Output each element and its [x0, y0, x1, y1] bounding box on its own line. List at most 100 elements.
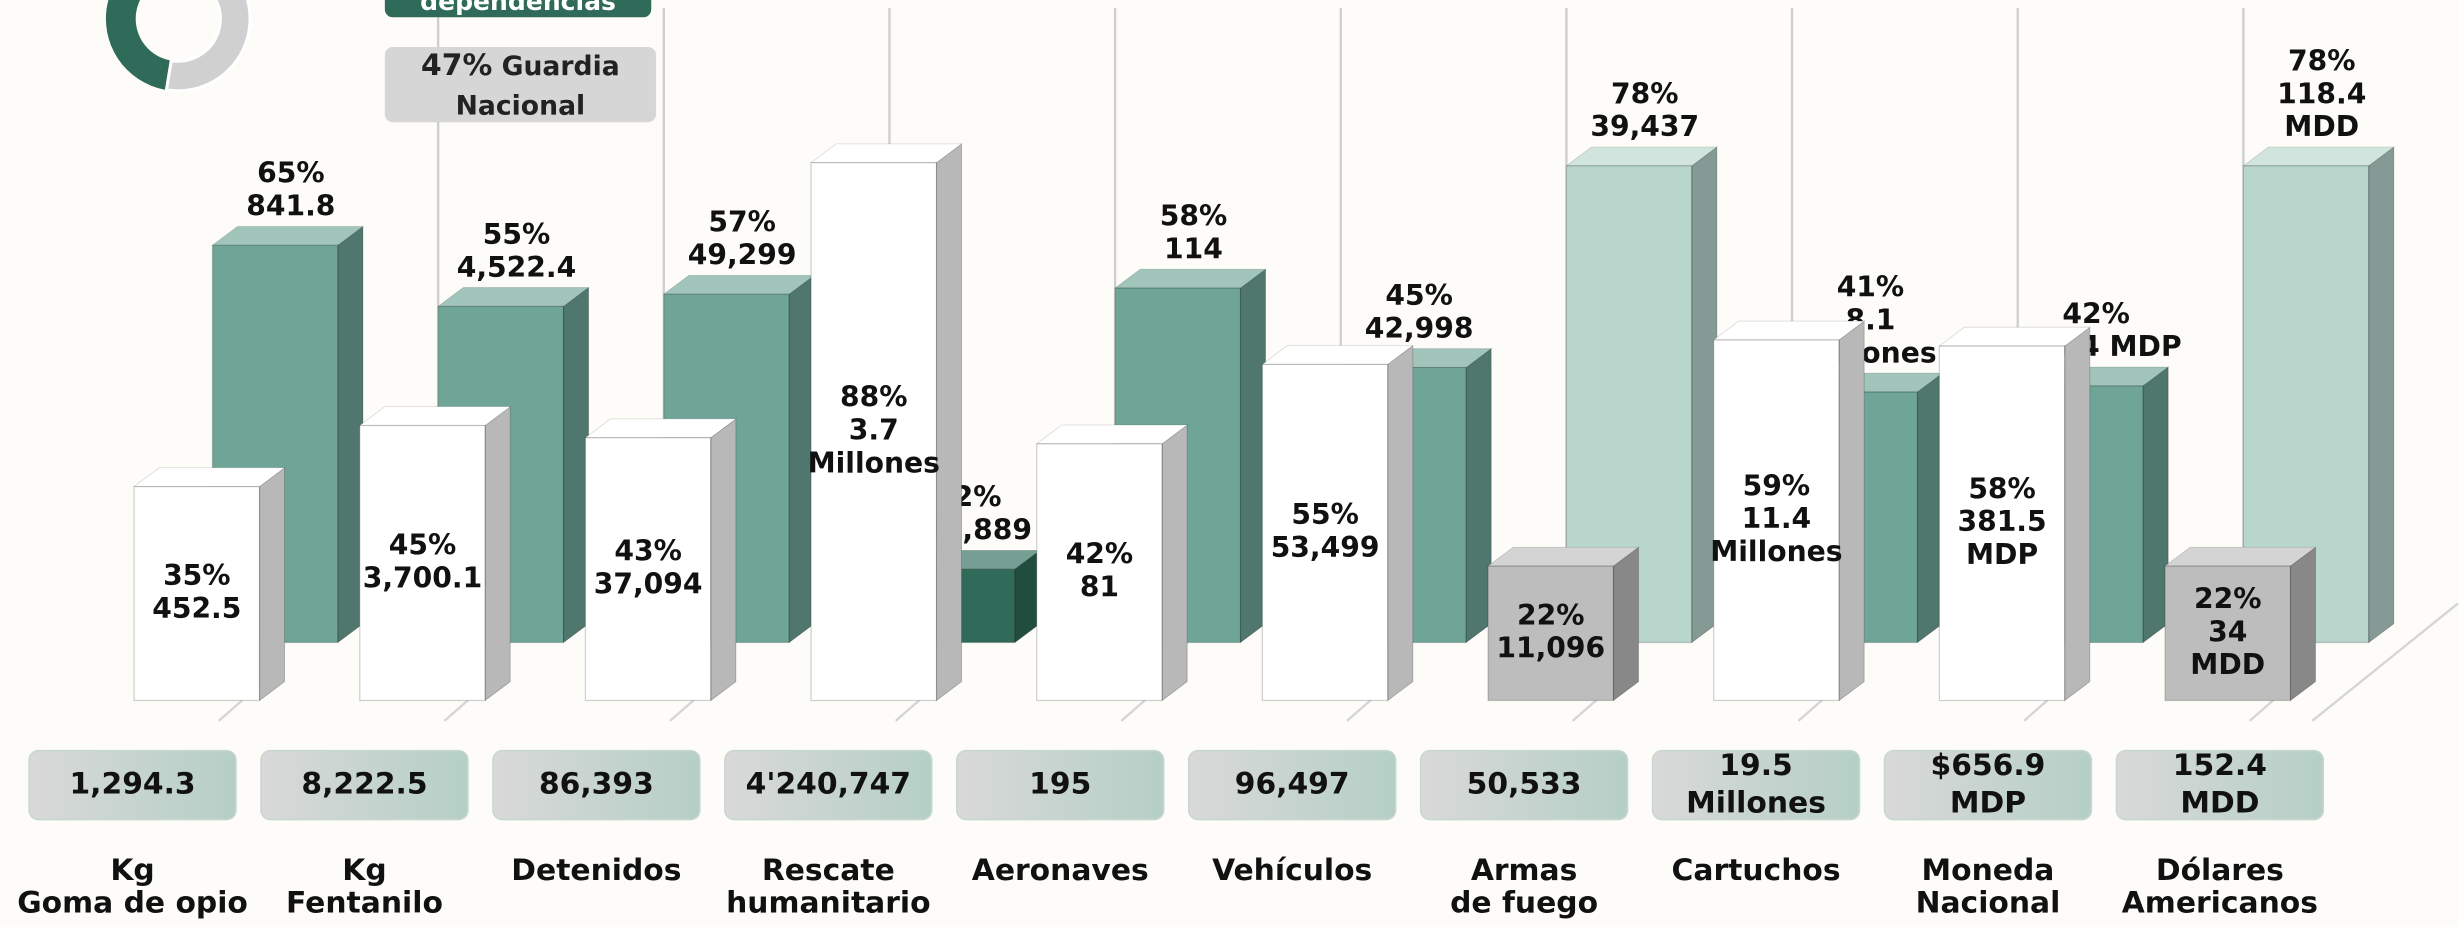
- data-label: 42%: [2062, 297, 2129, 330]
- data-label: Millones: [808, 446, 940, 479]
- bar-top-light: [360, 407, 510, 426]
- data-label: 42%: [1066, 538, 1133, 571]
- data-label: 55%: [1291, 498, 1358, 531]
- total-label: 50,533: [1467, 767, 1582, 802]
- data-label: 3.7: [849, 414, 899, 447]
- total-label: $656.9: [1931, 748, 2046, 783]
- chart: dependencias 47% Guardia Nacional 65%841…: [0, 0, 2459, 923]
- x-tick-label: Kg: [110, 853, 154, 888]
- data-label: 381.5: [1957, 505, 2046, 538]
- bar-side-shadow: [2143, 367, 2168, 642]
- total-label: 86,393: [539, 767, 654, 802]
- total-label: MDP: [1950, 785, 2026, 820]
- data-label: 37,094: [594, 568, 703, 601]
- total-label: 152.4: [2173, 748, 2267, 783]
- legend-percent: 47%: [421, 49, 492, 83]
- data-label: 58%: [1968, 472, 2035, 505]
- data-label: 88%: [840, 381, 907, 414]
- data-label: 452.5: [152, 592, 241, 625]
- x-tick-label: Goma de opio: [17, 886, 248, 921]
- total-label: 1,294.3: [69, 767, 195, 802]
- x-tick-label: Vehículos: [1212, 853, 1372, 888]
- x-tick-label: Dólares: [2156, 853, 2284, 888]
- x-tick-label: Nacional: [1916, 886, 2061, 921]
- x-tick-label: Detenidos: [511, 853, 681, 888]
- data-label: 11.4: [1742, 502, 1812, 535]
- bar-side-shadow: [2290, 547, 2315, 700]
- data-label: 49,299: [688, 239, 797, 272]
- total-label: 19.5: [1719, 748, 1792, 783]
- data-label: 45%: [389, 529, 456, 562]
- data-label: 22%: [1517, 599, 1584, 632]
- data-label: MDP: [1966, 538, 2038, 571]
- x-tick-label: Moneda: [1922, 853, 2055, 888]
- bar-top-light: [1566, 147, 1716, 166]
- total-label: 195: [1029, 767, 1091, 802]
- bar-top-light: [1037, 425, 1187, 444]
- data-label: 57%: [708, 206, 775, 239]
- data-label: 55%: [483, 218, 550, 251]
- data-label: 59%: [1743, 469, 1810, 502]
- data-label: 11,096: [1496, 632, 1605, 665]
- bar-side-shadow: [1162, 425, 1187, 700]
- bar-side-shadow: [1388, 346, 1413, 701]
- bar-top-light: [811, 144, 961, 163]
- data-label: 118.4: [2277, 77, 2366, 110]
- bar-top-light: [212, 226, 362, 245]
- total-label: 96,497: [1235, 767, 1350, 802]
- bar-side-shadow: [259, 468, 284, 701]
- bar-top-light: [1714, 321, 1864, 340]
- data-label: 65%: [257, 157, 324, 190]
- data-label: 42,998: [1365, 312, 1474, 345]
- data-label: 78%: [1611, 77, 1678, 110]
- data-label: MDD: [2190, 648, 2265, 681]
- total-label: MDD: [2180, 785, 2259, 820]
- data-label: Millones: [1710, 535, 1842, 568]
- bar-top-light: [1488, 547, 1638, 566]
- page: dependencias 47% Guardia Nacional 65%841…: [0, 0, 2459, 927]
- data-label: 45%: [1385, 279, 1452, 312]
- x-tick-label: Kg: [342, 853, 386, 888]
- x-tick-label: Aeronaves: [972, 853, 1149, 888]
- bar-side-shadow: [1613, 547, 1638, 700]
- bar-side-shadow: [936, 144, 961, 701]
- data-label: 39,437: [1590, 110, 1699, 143]
- data-label: 4,522.4: [457, 251, 576, 284]
- data-label: 35%: [163, 559, 230, 592]
- data-label: 58%: [1160, 200, 1227, 233]
- data-label: 43%: [614, 535, 681, 568]
- bar-side-shadow: [711, 419, 736, 701]
- bar-top-light: [664, 275, 814, 294]
- legend-label: dependencias: [420, 0, 616, 16]
- bar-side-shadow: [1692, 147, 1717, 643]
- total-label: 8,222.5: [301, 767, 427, 802]
- data-label: MDD: [2284, 110, 2359, 143]
- bar-side-shadow: [1839, 321, 1864, 700]
- legend-entry: 47% Guardia Nacional: [385, 47, 656, 125]
- bar-side-shadow: [2065, 327, 2090, 700]
- legend-text: 47% Guardia Nacional: [385, 47, 656, 125]
- bar-top-light: [1939, 327, 2089, 346]
- bar-side-shadow: [1240, 269, 1265, 642]
- data-label: 53,499: [1271, 531, 1380, 564]
- bar-top-light: [2165, 547, 2315, 566]
- x-tick-label: Fentanilo: [286, 886, 443, 921]
- bar-side-shadow: [485, 407, 510, 701]
- x-tick-label: Rescate: [762, 853, 895, 888]
- x-tick-label: Cartuchos: [1672, 853, 1841, 888]
- data-label: 22%: [2194, 582, 2261, 615]
- data-label: 34: [2208, 615, 2247, 648]
- data-label: 78%: [2288, 44, 2355, 77]
- data-label: 841.8: [246, 190, 335, 223]
- bar-top-light: [438, 288, 588, 307]
- total-label: 4'240,747: [746, 767, 911, 802]
- x-tick-label: humanitario: [726, 886, 931, 921]
- data-label: 81: [1080, 571, 1119, 604]
- x-tick-label: de fuego: [1450, 886, 1598, 921]
- bar-top-light: [1115, 269, 1265, 288]
- donut-arc: [166, 0, 250, 91]
- bar-top-light: [2243, 147, 2393, 166]
- bar-top-light: [585, 419, 735, 438]
- total-label: Millones: [1686, 785, 1826, 820]
- bar-side-shadow: [1466, 349, 1491, 643]
